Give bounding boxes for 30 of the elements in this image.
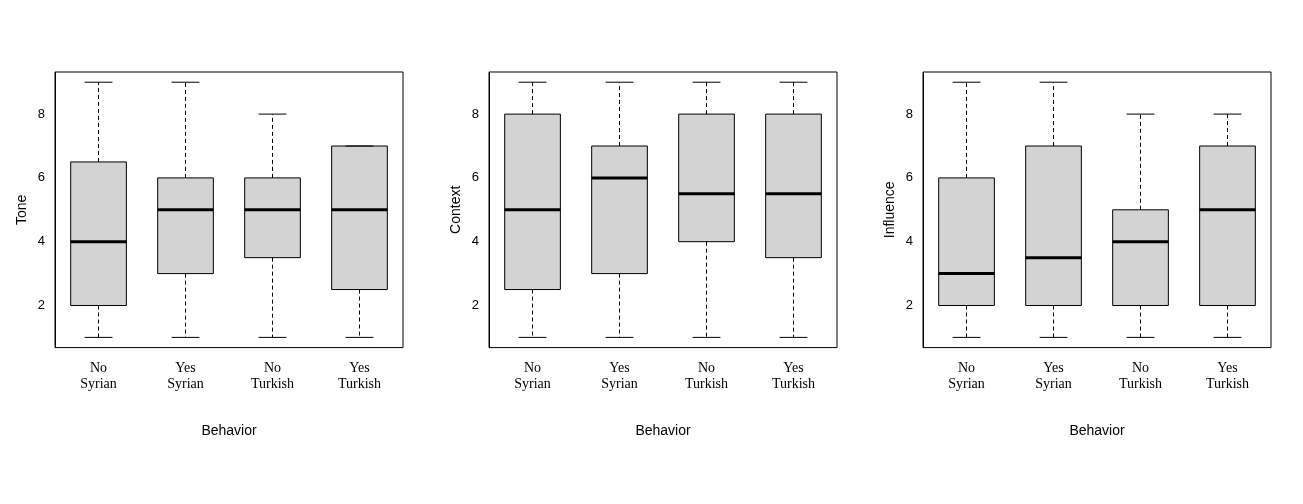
x-tick-label: Yes Syrian xyxy=(601,359,638,392)
x-tick-label: No Syrian xyxy=(80,359,117,392)
x-axis-title: Behavior xyxy=(201,422,257,439)
x-tick-label: No Syrian xyxy=(948,359,985,392)
x-tick-label: Yes Syrian xyxy=(167,359,204,392)
y-tick-label: 4 xyxy=(905,233,914,249)
y-tick-label: 8 xyxy=(37,105,46,121)
y-tick-label: 2 xyxy=(471,297,480,313)
y-tick-label: 6 xyxy=(905,169,914,185)
x-tick-label: Yes Syrian xyxy=(1035,359,1072,392)
x-tick-label: No Syrian xyxy=(514,359,551,392)
y-tick-label: 8 xyxy=(905,105,914,121)
x-tick-label: Yes Turkish xyxy=(771,359,816,392)
x-axis-title: Behavior xyxy=(1069,422,1125,439)
x-axis-title: Behavior xyxy=(635,422,691,439)
y-tick-label: 4 xyxy=(471,233,480,249)
y-tick-label: 6 xyxy=(471,169,480,185)
x-tick-label: Yes Turkish xyxy=(337,359,382,392)
y-tick-label: 2 xyxy=(905,297,914,313)
y-axis-title: Influence xyxy=(881,181,898,239)
y-tick-label: 8 xyxy=(471,105,480,121)
y-tick-label: 6 xyxy=(37,169,46,185)
y-tick-label: 4 xyxy=(37,233,46,249)
x-tick-label: No Turkish xyxy=(1118,359,1163,392)
y-axis-title: Tone xyxy=(13,194,30,225)
y-tick-label: 2 xyxy=(37,297,46,313)
x-tick-label: Yes Turkish xyxy=(1205,359,1250,392)
x-tick-label: No Turkish xyxy=(684,359,729,392)
x-tick-label: No Turkish xyxy=(250,359,295,392)
y-axis-title: Context xyxy=(447,185,464,234)
